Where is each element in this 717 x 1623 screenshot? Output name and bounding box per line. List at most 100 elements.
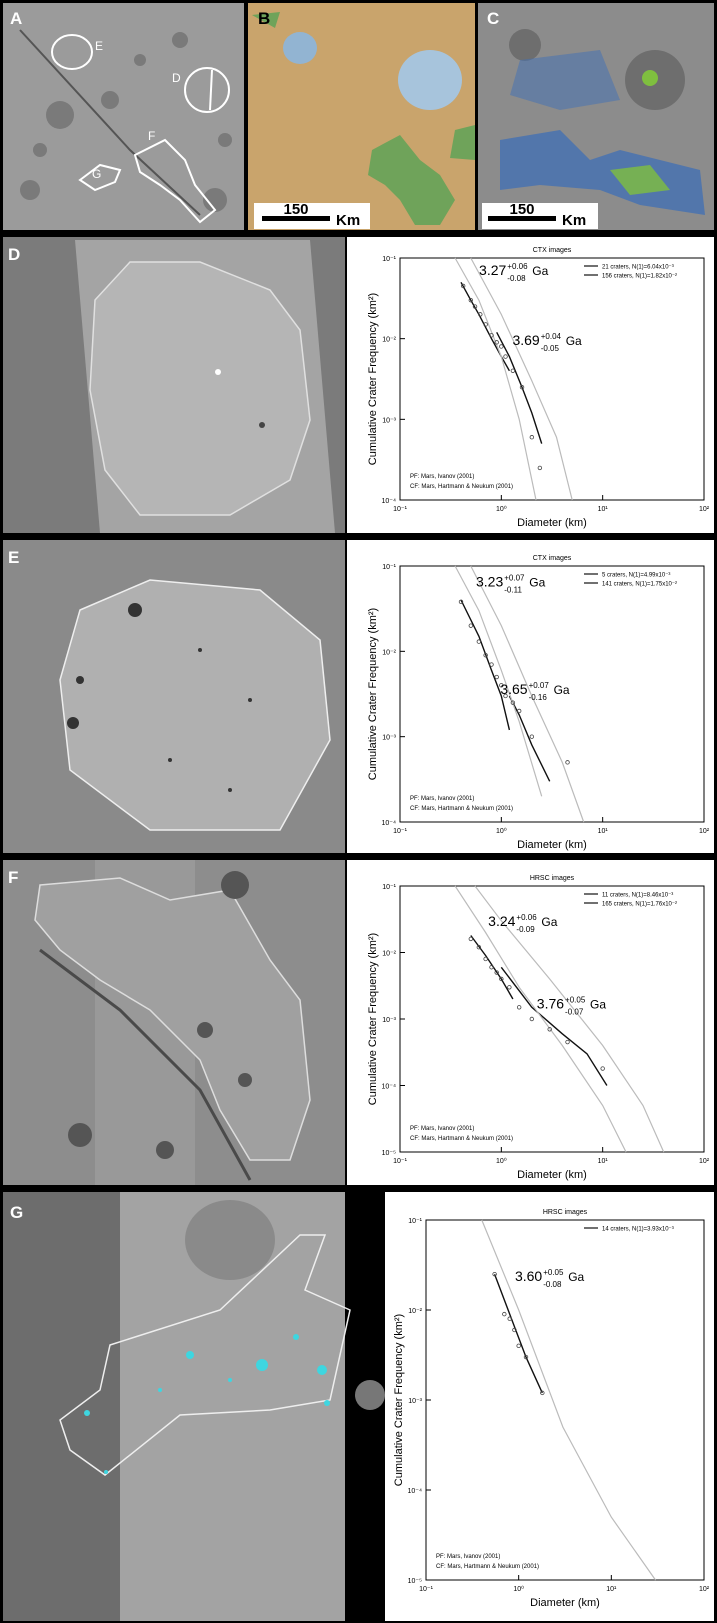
age-plus: +0.05 [565,995,586,1004]
map-image [3,3,244,230]
map-label: G [92,167,101,181]
x-tick-label: 10⁻¹ [393,506,407,513]
age-minus: -0.09 [516,925,535,934]
crater-point [458,599,464,605]
crater-point [507,985,512,990]
crater-point [472,304,478,309]
crater-point [483,322,488,327]
chart-note: CF: Mars, Hartmann & Neukum (2001) [410,484,513,490]
age-unit: Ga [566,334,582,348]
isochron-line [454,257,537,501]
panel-label: A [10,9,22,28]
y-tick-label: 10⁻⁵ [382,1150,396,1157]
crater-point [468,297,474,303]
panel-d-image: D [3,237,345,533]
x-tick-label: 10⁻¹ [393,828,407,835]
x-tick-label: 10² [699,828,710,835]
crater-point [547,1027,552,1032]
isochron-line [470,565,585,823]
age-minus: -0.07 [565,1007,584,1016]
age-value: 3.60 [515,1268,542,1284]
panel-label: B [258,9,270,28]
isochron-line [454,885,627,1153]
y-tick-label: 10⁻² [382,337,396,344]
isochron-line [508,695,551,782]
y-tick-label: 10⁻¹ [382,564,396,571]
crater-point [516,1005,522,1010]
crater-point [516,708,522,714]
age-minus: -0.16 [529,693,548,702]
age-minus: -0.08 [543,1280,562,1289]
age-plus: +0.04 [541,332,562,341]
legend-label: 141 craters, N(1)=1.75x10⁻² [602,582,677,588]
panel-label: E [8,548,19,567]
panel-f-image: F [3,860,345,1185]
age-plus: +0.07 [529,681,550,690]
scale-length: 150 [509,201,534,218]
scale-length: 150 [283,201,308,218]
x-axis-label: Diameter (km) [517,1169,587,1181]
crater [185,1200,275,1280]
crater-point [483,653,488,658]
crater-point [537,465,543,471]
age-plus: +0.06 [516,913,537,922]
crater-point [468,936,474,942]
crater-point [519,385,525,390]
crater-point [503,354,508,359]
crater-point [468,623,474,628]
age-value: 3.69 [512,332,539,348]
chart-note: CF: Mars, Hartmann & Neukum (2001) [436,1564,539,1570]
legend-label: 21 craters, N(1)=6.04x10⁻³ [602,265,674,271]
crater-point [489,333,494,338]
x-tick-label: 10¹ [598,828,609,835]
y-tick-label: 10⁻¹ [382,884,396,891]
age-minus: -0.05 [541,344,560,353]
unit-region [283,32,317,64]
y-tick-label: 10⁻³ [382,1017,396,1024]
crater-point [565,1039,570,1045]
panel-e-image: E [3,540,345,853]
crater-point [476,639,482,644]
plot-frame [399,565,705,823]
crater-point [529,734,535,739]
y-tick-label: 10⁻³ [382,417,396,424]
x-tick-label: 10² [699,1586,710,1593]
y-axis-label: Cumulative Crater Frequency (km²) [393,1314,405,1486]
x-tick-label: 10⁰ [496,1157,507,1165]
age-minus: -0.08 [507,274,526,283]
x-tick-label: 10² [699,1158,710,1165]
chart-panel [347,540,714,853]
outline [209,69,213,111]
y-tick-label: 10⁻³ [382,735,396,742]
y-tick-label: 10⁻⁴ [382,820,397,827]
chart-note: PF: Mars, Ivanov (2001) [410,474,474,480]
legend-label: 5 craters, N(1)=4.99x10⁻³ [602,573,670,579]
chart-panel [347,237,714,533]
unit-region [368,135,455,225]
crater-point [516,1343,521,1349]
scale-bar [488,216,556,221]
scarp [39,948,252,1181]
cyan-craters [84,1334,330,1474]
outline [51,34,93,70]
scale-unit: Km [562,212,586,229]
chart-note: CF: Mars, Hartmann & Neukum (2001) [410,1136,513,1142]
y-axis-label: Cumulative Crater Frequency (km²) [367,293,379,465]
y-tick-label: 10⁻⁴ [382,498,397,505]
isochron-line [470,257,573,501]
scale-bar [262,216,330,221]
age-value: 3.24 [488,913,515,929]
crater-point [489,662,494,667]
legend-label: 11 craters, N(1)=8.46x10⁻³ [602,893,673,899]
y-tick-label: 10⁻² [382,649,396,656]
age-value: 3.76 [537,995,564,1011]
panel-label: F [8,868,18,887]
chart-note: PF: Mars, Ivanov (2001) [410,796,474,802]
chart-panel [385,1192,714,1621]
panel-label: D [8,245,20,264]
y-tick-label: 10⁻² [382,951,396,958]
age-value: 3.65 [500,681,527,697]
crater [355,1380,385,1410]
age-plus: +0.06 [507,262,528,271]
